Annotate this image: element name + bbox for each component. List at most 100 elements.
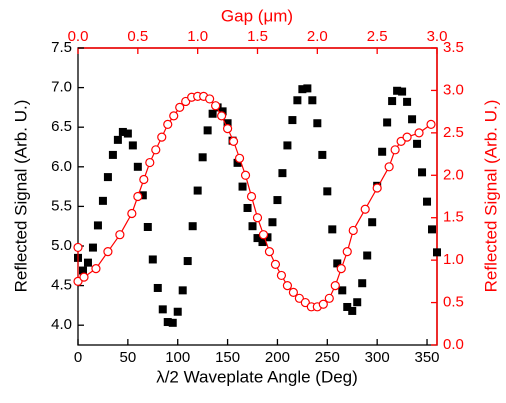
x-tick-label: 50 [120,349,137,366]
y2-tick-label: 3.5 [443,39,464,56]
data-point [282,281,293,291]
y-tick-label: 5.5 [51,197,72,214]
data-point [178,286,187,295]
data-point [151,145,161,155]
data-point [413,139,422,148]
data-point [157,132,167,142]
data-point [198,153,207,162]
x-axis-title: λ/2 Waveplate Angle (Deg) [156,367,358,386]
x2-tick-label: 3.0 [427,28,448,45]
data-point [73,242,83,253]
data-point [88,243,97,252]
data-point [403,97,412,106]
data-point [328,225,337,234]
data-point [168,318,177,327]
data-point [363,251,372,260]
data-point [133,162,142,171]
data-point [433,248,441,257]
data-point [143,222,152,231]
data-point [358,279,367,288]
data-point [343,302,352,311]
data-point [83,258,92,267]
data-point [426,119,436,129]
data-point [103,247,113,257]
data-point [423,197,432,206]
x2-tick-label: 1.5 [247,28,268,45]
x-tick-label: 200 [265,349,290,366]
data-point [313,119,322,128]
data-point [205,94,215,104]
data-point [153,283,162,292]
data-point [283,141,292,150]
data-point [208,109,217,118]
data-point [98,196,107,205]
series-line [77,95,432,308]
data-point [258,230,269,240]
y2-tick-label: 3.0 [443,81,464,98]
data-point [193,186,202,195]
data-point [222,124,233,134]
x-tick-label: 150 [215,349,240,366]
data-point [308,96,317,105]
data-point [238,182,247,191]
data-point [264,247,275,257]
data-point [428,225,437,234]
data-point [273,196,282,205]
x2-tick-label: 1.0 [187,28,208,45]
x2-tick-label: 0.0 [68,28,89,45]
y-tick-label: 6.5 [51,118,72,135]
data-point [348,225,358,236]
data-point [353,298,362,307]
x-tick-label: 0 [74,349,82,366]
data-point [390,145,400,155]
data-point [234,153,245,163]
data-point [103,173,112,182]
data-point [169,111,179,121]
data-point [145,157,155,168]
data-point [243,203,252,212]
data-point [253,234,262,243]
y-tick-label: 4.5 [51,277,72,294]
data-point [276,270,287,281]
data-point [348,306,357,315]
x-tick-label: 350 [415,349,440,366]
data-point [318,150,327,159]
y-tick-label: 7.5 [51,39,72,56]
data-point [128,141,137,150]
data-point [139,174,149,185]
data-point [393,86,402,95]
data-point [158,305,167,314]
data-point [342,247,352,257]
data-point [288,116,297,125]
data-point [118,127,127,136]
y-tick-label: 6.0 [51,158,72,175]
data-point [218,107,227,116]
x-tick-label: 250 [315,349,340,366]
y2-tick-label: 1.0 [443,251,464,268]
y2-tick-label: 0.0 [443,336,464,353]
y2-axis-title: Reflected Signal (Arb. U.) [481,100,500,293]
data-point [248,222,257,231]
data-point [115,230,125,240]
y-axis-title: Reflected Signal (Arb. U.) [11,100,30,293]
data-point [217,111,227,121]
data-point [233,158,242,167]
data-point [298,85,307,94]
data-point [91,264,101,274]
data-point [372,183,382,193]
y2-tick-label: 0.5 [443,294,464,311]
data-point [408,115,417,124]
data-point [211,101,221,111]
data-point [228,136,239,146]
data-point [384,162,394,172]
data-point [398,87,407,96]
data-point [108,150,117,159]
y-tick-label: 5.0 [51,237,72,254]
x-tick-label: 300 [365,349,390,366]
data-point [324,293,334,303]
data-point [388,97,397,106]
data-point [418,168,427,177]
data-point [240,170,251,180]
data-point [173,307,182,316]
